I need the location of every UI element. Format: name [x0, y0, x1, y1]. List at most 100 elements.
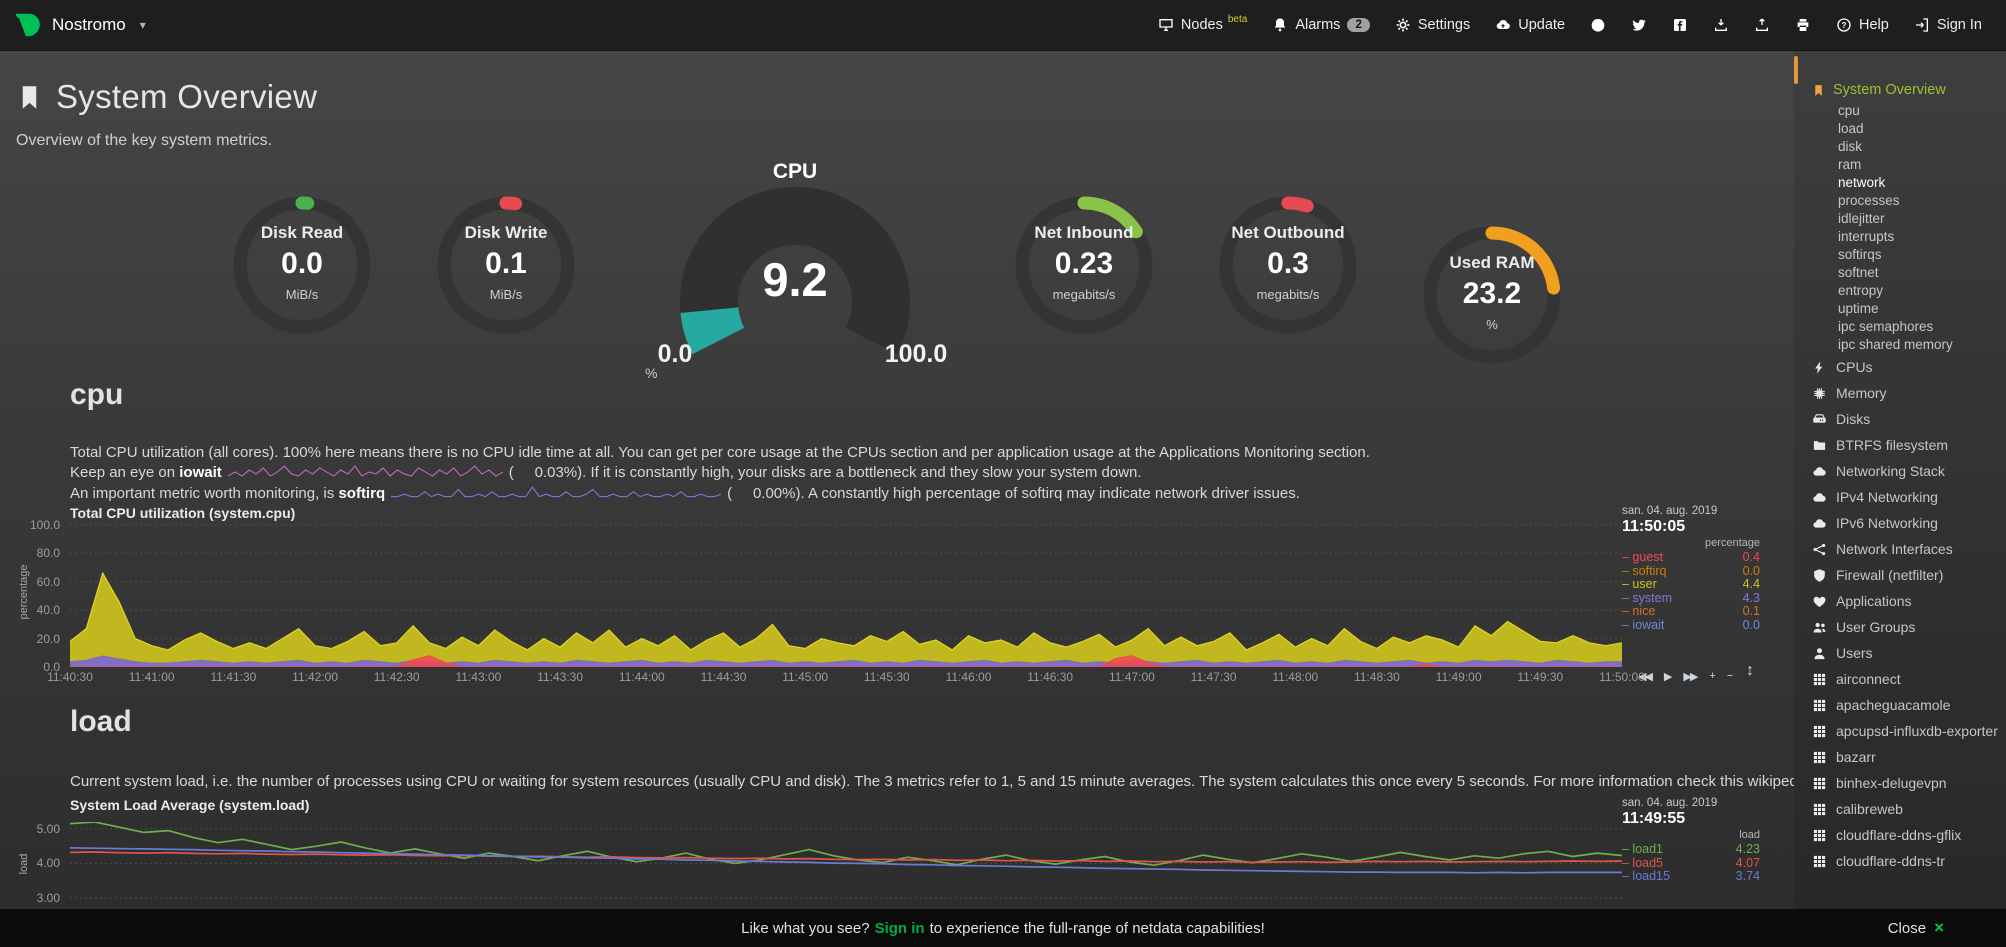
pan-backward-icon[interactable]: ◀◀: [1638, 671, 1653, 683]
gauge-net-inbound[interactable]: Net Inbound 0.23 megabits/s: [1009, 190, 1159, 340]
network-icon: [1812, 542, 1827, 557]
sidebar-item-apcupsd-influxdb-exporter[interactable]: apcupsd-influxdb-exporter: [1812, 718, 1998, 744]
sidebar-item-cloudflare-ddns-tr[interactable]: cloudflare-ddns-tr: [1812, 848, 1998, 874]
sidebar-item-apacheguacamole[interactable]: apacheguacamole: [1812, 692, 1998, 718]
host-selector[interactable]: Nostromo ▾: [12, 10, 146, 40]
sidebar-item-cloudflare-ddns-gflix[interactable]: cloudflare-ddns-gflix: [1812, 822, 1998, 848]
gauge-label: Used RAM: [1449, 253, 1535, 272]
nav-github[interactable]: [1590, 17, 1606, 33]
footer-close-button[interactable]: Close ×: [1888, 918, 1944, 938]
nav-upload[interactable]: [1754, 17, 1770, 33]
sidebar-item-processes[interactable]: processes: [1838, 193, 1900, 208]
gauge-disk-write[interactable]: Disk Write 0.1 MiB/s: [431, 190, 581, 340]
chart-toolbox: ◀◀ ▶ ▶▶ + −: [1638, 670, 1734, 683]
legend-row-system[interactable]: – system 4.3: [1622, 591, 1760, 606]
legend-row-user[interactable]: – user 4.4: [1622, 577, 1760, 592]
gauge-used-ram[interactable]: Used RAM 23.2%: [1417, 220, 1567, 370]
monitor-icon: [1158, 17, 1174, 33]
host-name[interactable]: Nostromo: [52, 15, 126, 34]
pan-forward-icon[interactable]: ▶▶: [1683, 671, 1698, 683]
bell-icon: [1272, 17, 1288, 33]
legend-row-load15[interactable]: – load15 3.74: [1622, 869, 1760, 884]
nav-update[interactable]: Update: [1495, 17, 1565, 33]
play-icon[interactable]: ▶: [1663, 671, 1673, 683]
nav-print[interactable]: [1795, 17, 1811, 33]
sidebar-item-network[interactable]: network: [1838, 175, 1886, 190]
sidebar-item-disks[interactable]: Disks: [1812, 406, 1998, 432]
chart-resize-handle[interactable]: ↕: [1746, 662, 1754, 679]
sidebar-item-users[interactable]: Users: [1812, 640, 1998, 666]
sidebar-item-applications[interactable]: Applications: [1812, 588, 1998, 614]
gauge-cpu[interactable]: CPU 9.2 0.0 100.0%: [635, 158, 955, 380]
nav-settings[interactable]: Settings: [1395, 17, 1470, 33]
softirq-sparkline-chart[interactable]: [391, 486, 722, 506]
sidebar-item-network-interfaces[interactable]: Network Interfaces: [1812, 536, 1998, 562]
grid-icon: [1812, 776, 1827, 791]
sidebar-item-idlejitter[interactable]: idlejitter: [1838, 211, 1885, 226]
sidebar-item-ipv4-networking[interactable]: IPv4 Networking: [1812, 484, 1998, 510]
sidebar-item-firewall-netfilter[interactable]: Firewall (netfilter): [1812, 562, 1998, 588]
sidebar-scrollbar[interactable]: [1794, 56, 1798, 84]
twitter-icon: [1631, 17, 1647, 33]
grid-icon: [1812, 802, 1827, 817]
legend-row-load1[interactable]: – load1 4.23: [1622, 842, 1760, 857]
legend-row-softirq[interactable]: – softirq 0.0: [1622, 564, 1760, 579]
x-axis-tick: 11:43:30: [537, 670, 584, 684]
load-chart-title: System Load Average (system.load): [70, 797, 310, 813]
gauge-net-outbound[interactable]: Net Outbound 0.3 megabits/s: [1213, 190, 1363, 340]
legend-row-nice[interactable]: – nice 0.1: [1622, 604, 1760, 619]
section-heading-load: load: [70, 705, 132, 738]
sidebar-item-disk[interactable]: disk: [1838, 139, 1863, 154]
sidebar-item-networking-stack[interactable]: Networking Stack: [1812, 458, 1998, 484]
close-icon[interactable]: ×: [1934, 918, 1944, 937]
sidebar-item-cpu[interactable]: cpu: [1838, 103, 1860, 118]
sidebar-item-softirqs[interactable]: softirqs: [1838, 247, 1882, 262]
grid-icon: [1812, 698, 1827, 713]
sidebar-item-ipc-shared-memory[interactable]: ipc shared memory: [1838, 337, 1953, 352]
sidebar-item-ram[interactable]: ram: [1838, 157, 1862, 172]
sidebar-item-bazarr[interactable]: bazarr: [1812, 744, 1998, 770]
nav-nodes-label: Nodes: [1180, 17, 1223, 33]
cpu-chart-title: Total CPU utilization (system.cpu): [70, 505, 296, 521]
sidebar-item-entropy[interactable]: entropy: [1838, 283, 1884, 298]
sidebar-item-uptime[interactable]: uptime: [1838, 301, 1879, 316]
nav-alarms[interactable]: Alarms 2: [1272, 17, 1370, 33]
sidebar-item-cpus[interactable]: CPUs: [1812, 354, 1998, 380]
bolt-icon: [1812, 360, 1827, 375]
sidebar-item-system-overview[interactable]: System Overview: [1812, 78, 1998, 102]
nav-facebook[interactable]: [1672, 17, 1688, 33]
chevron-down-icon: ▾: [139, 18, 146, 32]
sidebar-item-memory[interactable]: Memory: [1812, 380, 1998, 406]
iowait-sparkline-chart[interactable]: [227, 464, 504, 485]
zoom-in-icon[interactable]: +: [1709, 670, 1716, 682]
nav-sign-in[interactable]: Sign In: [1914, 17, 1982, 33]
cpu-utilization-chart[interactable]: [69, 522, 1623, 672]
legend-row-guest[interactable]: – guest 0.4: [1622, 550, 1760, 565]
sidebar-item-user-groups[interactable]: User Groups: [1812, 614, 1998, 640]
sidebar-item-airconnect[interactable]: airconnect: [1812, 666, 1998, 692]
footer-close-label[interactable]: Close: [1887, 919, 1927, 937]
gauge-disk-read[interactable]: Disk Read 0.0 MiB/s: [227, 190, 377, 340]
footer-signin-link[interactable]: Sign in: [874, 919, 925, 937]
sidebar-item-ipc-semaphores[interactable]: ipc semaphores: [1838, 319, 1934, 334]
sidebar-item-calibreweb[interactable]: calibreweb: [1812, 796, 1998, 822]
legend-units-header: load: [1739, 829, 1760, 841]
nav-download[interactable]: [1713, 17, 1729, 33]
nav-help[interactable]: Help: [1836, 17, 1889, 33]
sidebar-item-binhex-delugevpn[interactable]: binhex-delugevpn: [1812, 770, 1998, 796]
sidebar-item-interrupts[interactable]: interrupts: [1838, 229, 1895, 244]
legend-row-load5[interactable]: – load5 4.07: [1622, 856, 1760, 871]
sidebar-item-ipv6-networking[interactable]: IPv6 Networking: [1812, 510, 1998, 536]
nav-twitter[interactable]: [1631, 17, 1647, 33]
cpu-gauge-title: CPU: [772, 160, 818, 183]
sidebar-item-btrfs-filesystem[interactable]: BTRFS filesystem: [1812, 432, 1998, 458]
legend-row-iowait[interactable]: – iowait 0.0: [1622, 618, 1760, 633]
load-average-chart[interactable]: [69, 821, 1623, 909]
legend-units-header: percentage: [1704, 537, 1760, 549]
x-axis-tick: 11:44:00: [618, 670, 665, 684]
sidebar-item-softnet[interactable]: softnet: [1838, 265, 1879, 280]
sidebar-item-load[interactable]: load: [1838, 121, 1864, 136]
gauge-value: 23.2: [1462, 277, 1522, 310]
zoom-out-icon[interactable]: −: [1726, 670, 1734, 682]
nav-nodes[interactable]: Nodes beta: [1158, 14, 1247, 33]
